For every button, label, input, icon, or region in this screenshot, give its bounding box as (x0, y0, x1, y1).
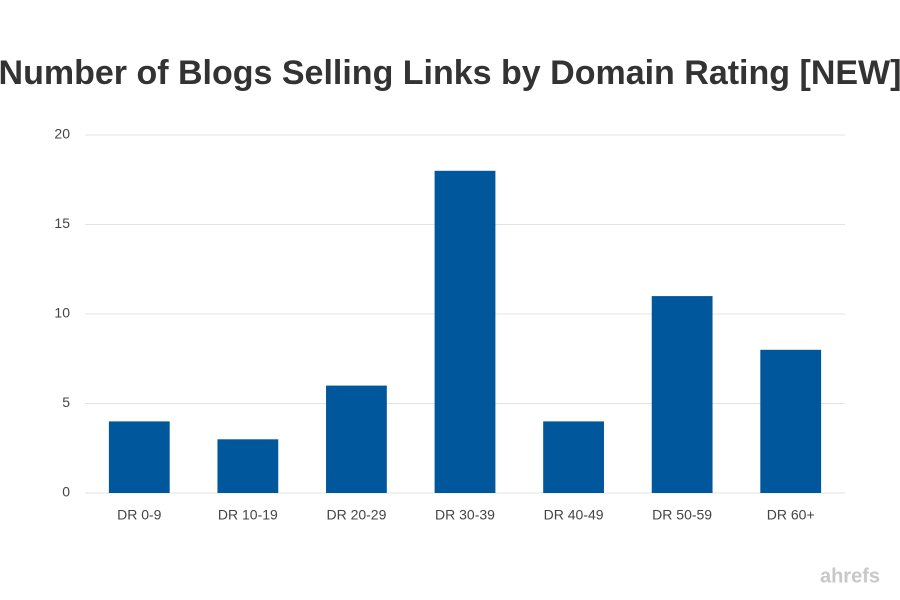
x-tick-label: DR 20-29 (326, 507, 386, 523)
bar (217, 439, 279, 493)
bar (108, 421, 170, 493)
watermark: ahrefs (820, 565, 880, 587)
bar (434, 170, 496, 494)
bar (326, 385, 387, 493)
x-tick-label: DR 60+ (767, 507, 815, 523)
y-tick-label: 10 (54, 305, 70, 321)
bar (760, 349, 822, 493)
bar (543, 421, 604, 493)
y-tick-label: 5 (62, 394, 70, 410)
x-tick-label: DR 30-39 (435, 507, 495, 523)
chart-title: Number of Blogs Selling Links by Domain … (0, 54, 900, 92)
y-tick-label: 20 (54, 126, 70, 142)
x-tick-label: DR 0-9 (117, 507, 162, 523)
x-tick-label: DR 50-59 (652, 507, 712, 523)
bar (651, 296, 713, 493)
y-tick-label: 15 (54, 215, 70, 231)
y-tick-label: 0 (62, 484, 70, 500)
x-tick-label: DR 10-19 (218, 507, 278, 523)
x-tick-label: DR 40-49 (544, 507, 604, 523)
